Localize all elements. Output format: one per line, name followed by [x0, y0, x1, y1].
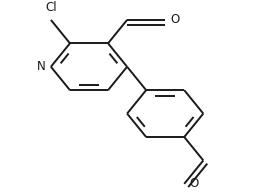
Text: Cl: Cl — [45, 1, 57, 14]
Text: O: O — [190, 177, 199, 190]
Text: O: O — [171, 13, 180, 26]
Text: N: N — [37, 60, 45, 73]
